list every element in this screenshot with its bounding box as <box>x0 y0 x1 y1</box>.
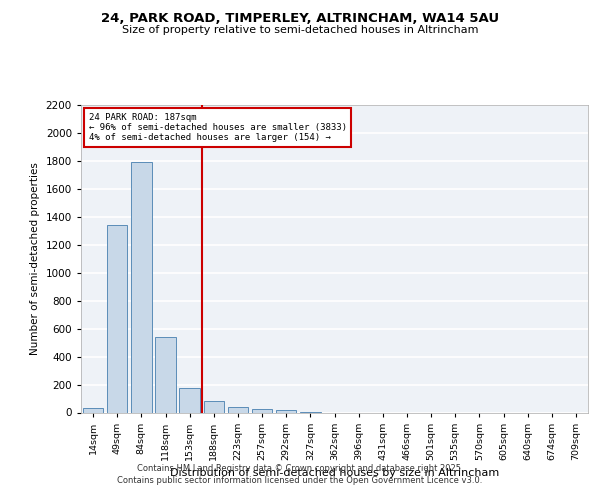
Bar <box>131 162 152 412</box>
Text: Size of property relative to semi-detached houses in Altrincham: Size of property relative to semi-detach… <box>122 25 478 35</box>
Text: 24 PARK ROAD: 187sqm
← 96% of semi-detached houses are smaller (3833)
4% of semi: 24 PARK ROAD: 187sqm ← 96% of semi-detac… <box>89 112 347 142</box>
Y-axis label: Number of semi-detached properties: Number of semi-detached properties <box>30 162 40 355</box>
Text: Contains public sector information licensed under the Open Government Licence v3: Contains public sector information licen… <box>118 476 482 485</box>
Bar <box>155 337 176 412</box>
X-axis label: Distribution of semi-detached houses by size in Altrincham: Distribution of semi-detached houses by … <box>170 468 499 478</box>
Text: Contains HM Land Registry data © Crown copyright and database right 2025.: Contains HM Land Registry data © Crown c… <box>137 464 463 473</box>
Bar <box>83 408 103 412</box>
Text: 24, PARK ROAD, TIMPERLEY, ALTRINCHAM, WA14 5AU: 24, PARK ROAD, TIMPERLEY, ALTRINCHAM, WA… <box>101 12 499 26</box>
Bar <box>107 225 127 412</box>
Bar <box>227 407 248 412</box>
Bar <box>252 408 272 412</box>
Bar <box>203 400 224 412</box>
Bar <box>276 410 296 412</box>
Bar <box>179 388 200 412</box>
